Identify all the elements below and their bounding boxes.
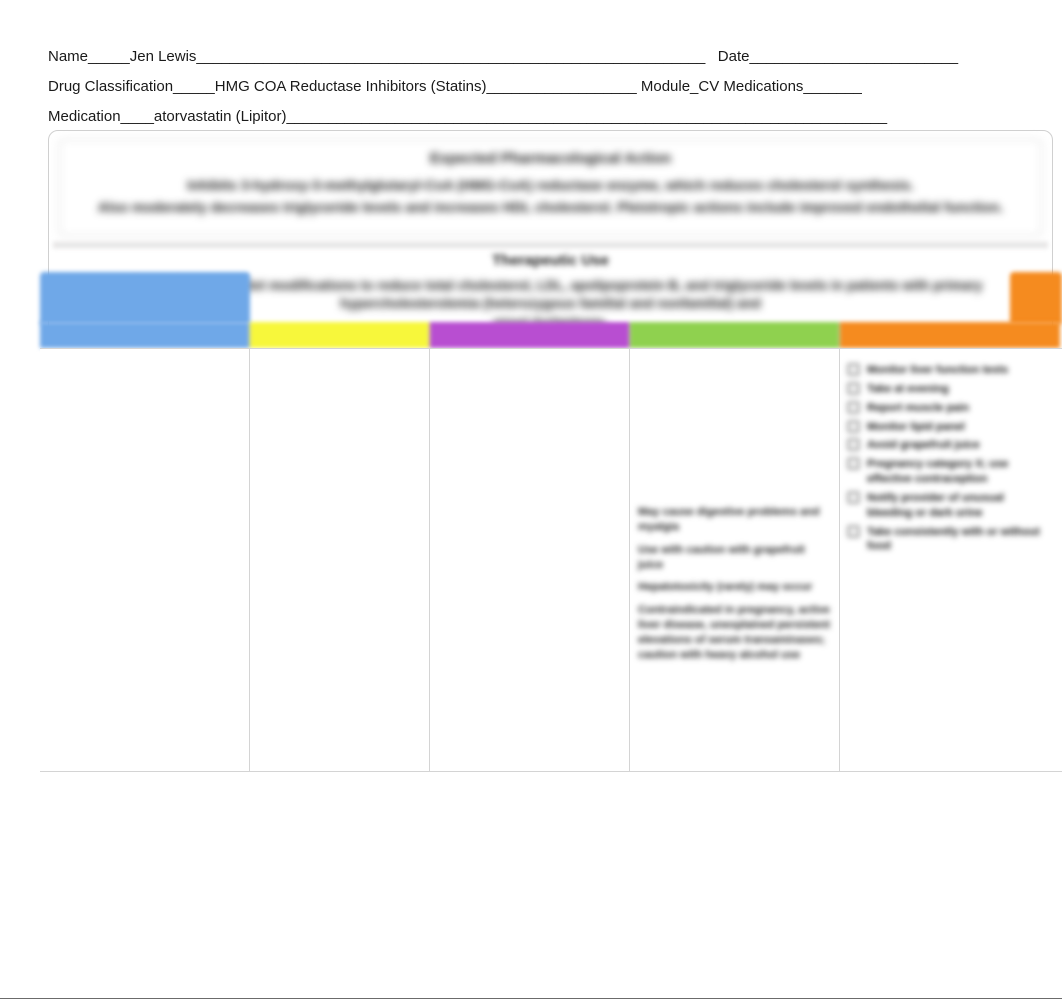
body-cell-5: Monitor liver function tests Take at even… <box>840 349 1060 771</box>
header-cell-2 <box>250 322 430 348</box>
header-cell-5 <box>840 322 1060 348</box>
classification-line: Drug Classification_____HMG COA Reductas… <box>48 72 1014 102</box>
checklist-item: Take at evening <box>848 382 1052 397</box>
body-row: May cause digestive problems and myalgia… <box>40 348 1062 772</box>
checklist-item-text: Avoid grapefruit juice <box>867 438 980 453</box>
checklist-item: Monitor lipid panel <box>848 420 1052 435</box>
medication-line: Medication____atorvastatin (Lipitor)____… <box>48 102 1014 132</box>
blue-tab <box>40 272 250 324</box>
checklist-item-text: Monitor liver function tests <box>867 363 1008 378</box>
checkbox-icon <box>848 458 859 469</box>
checklist-item-text: Take at evening <box>867 382 949 397</box>
checkbox-icon <box>848 526 859 537</box>
checklist-item: Monitor liver function tests <box>848 363 1052 378</box>
green-p2: Use with caution with grapefruit juice <box>638 543 831 573</box>
orange-tab <box>1010 272 1062 324</box>
checklist-item: Notify provider of unusual bleeding or d… <box>848 491 1052 521</box>
checkbox-icon <box>848 492 859 503</box>
body-cell-1 <box>40 349 250 771</box>
green-p1: May cause digestive problems and myalgia <box>638 505 831 535</box>
page-bottom-line <box>0 998 1062 999</box>
header-fields: Name_____Jen Lewis______________________… <box>0 0 1062 142</box>
checkbox-icon <box>848 383 859 394</box>
checklist-item-text: Notify provider of unusual bleeding or d… <box>867 491 1052 521</box>
category-table: May cause digestive problems and myalgia… <box>34 272 1062 772</box>
checkbox-icon <box>848 364 859 375</box>
color-header-row <box>40 322 1062 348</box>
orange-cell-content: Monitor liver function tests Take at even… <box>848 355 1052 554</box>
checklist-item: Report muscle pain <box>848 401 1052 416</box>
expected-action-line-2: Also moderately decreases triglyceride l… <box>74 199 1027 215</box>
checklist-item: Avoid grapefruit juice <box>848 438 1052 453</box>
header-cell-3 <box>430 322 630 348</box>
checkbox-icon <box>848 421 859 432</box>
checklist-item-text: Report muscle pain <box>867 401 969 416</box>
expected-action-line-1: Inhibits 3-hydroxy-3-methylglutaryl-CoA … <box>74 177 1027 193</box>
green-p4: Contraindicated in pregnancy, active liv… <box>638 603 831 662</box>
body-cell-4: May cause digestive problems and myalgia… <box>630 349 840 771</box>
therapeutic-use-title: Therapeutic Use <box>49 248 1052 271</box>
expected-action-box: Expected Pharmacological Action Inhibits… <box>59 139 1042 236</box>
green-cell-content: May cause digestive problems and myalgia… <box>638 355 831 663</box>
header-cell-4 <box>630 322 840 348</box>
body-cell-2 <box>250 349 430 771</box>
checkbox-icon <box>848 402 859 413</box>
checklist-item: Pregnancy category X; use effective cont… <box>848 457 1052 487</box>
green-p3: Hepatotoxicity (rarely) may occur <box>638 580 831 595</box>
checklist-item-text: Monitor lipid panel <box>867 420 965 435</box>
body-cell-3 <box>430 349 630 771</box>
checkbox-icon <box>848 439 859 450</box>
checklist-item: Take consistently with or without food <box>848 525 1052 555</box>
expected-action-title: Expected Pharmacological Action <box>74 150 1027 167</box>
name-date-line: Name_____Jen Lewis______________________… <box>48 42 1014 72</box>
checklist-item-text: Take consistently with or without food <box>867 525 1052 555</box>
checklist-item-text: Pregnancy category X; use effective cont… <box>867 457 1052 487</box>
header-cell-1 <box>40 322 250 348</box>
